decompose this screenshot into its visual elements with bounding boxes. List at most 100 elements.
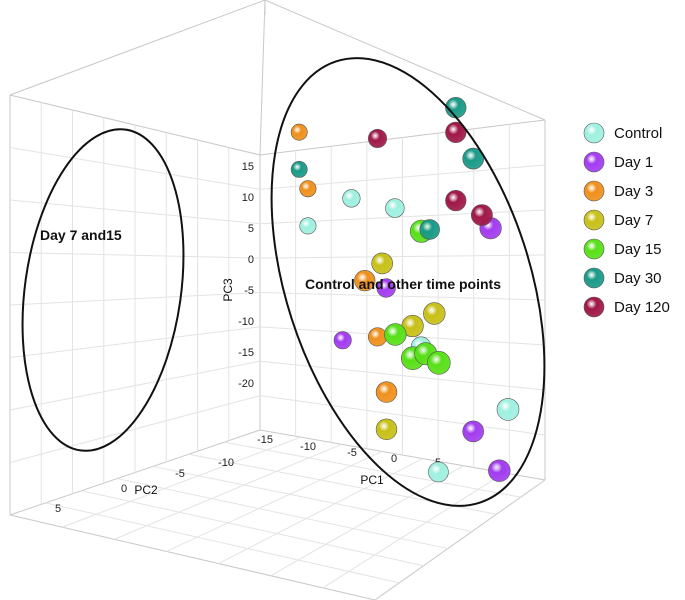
pc2-tick-label: 0: [121, 483, 127, 495]
gridline: [114, 443, 342, 540]
pc1-axis-label: PC1: [360, 473, 384, 487]
legend-item-day-30: Day 30: [583, 267, 662, 289]
data-points: [290, 96, 520, 483]
box-edge: [9, 0, 266, 96]
point-control: [342, 189, 361, 208]
point-day-30: [462, 147, 485, 170]
legend-marker: [583, 151, 605, 173]
annotation-control-other: Control and other time points: [305, 276, 501, 292]
point-day-15: [384, 323, 407, 346]
pc1-tick-label: -5: [347, 447, 357, 459]
pc3-tick-label: 0: [248, 254, 254, 266]
legend-label: Day 3: [614, 183, 653, 200]
point-day-120: [367, 129, 387, 149]
point-day-120: [445, 190, 467, 212]
gridline: [166, 450, 383, 552]
point-day-3: [354, 270, 376, 292]
point-day-120: [445, 121, 467, 143]
gridline: [45, 502, 400, 584]
pc2-tick-label: -5: [175, 468, 185, 480]
gridline: [322, 472, 505, 589]
pc2-tick-label: 5: [55, 503, 61, 515]
point-day-7: [375, 418, 398, 440]
legend-label: Day 120: [614, 299, 670, 316]
point-control: [496, 398, 520, 421]
gridline: [152, 465, 473, 532]
gridline: [9, 395, 261, 463]
gridline: [81, 490, 424, 567]
plot-box: [9, 0, 546, 600]
point-day-7: [371, 252, 394, 275]
point-day-3: [367, 327, 387, 347]
point-day-15: [426, 350, 451, 375]
point-day-120: [470, 204, 493, 227]
box-edge: [264, 0, 546, 121]
legend-item-day-120: Day 120: [583, 296, 670, 318]
pc3-tick-label: -5: [244, 285, 254, 297]
point-day-30: [419, 219, 440, 240]
pc2-axis-label: PC2: [134, 483, 158, 497]
legend-marker: [583, 180, 605, 202]
gridline: [259, 395, 546, 436]
pc2-tick-label: -10: [218, 457, 234, 469]
point-day-3: [375, 381, 398, 403]
legend-marker: [583, 296, 605, 318]
legend-marker: [583, 209, 605, 231]
gridlines: [9, 102, 546, 589]
ellipse-day7-15: [21, 128, 185, 452]
point-day-7: [423, 302, 446, 325]
legend-item-day-7: Day 7: [583, 209, 653, 231]
box-edge: [374, 479, 546, 600]
box-edge: [9, 514, 376, 600]
legend-label: Day 15: [614, 241, 662, 258]
point-day-3: [290, 123, 308, 141]
legend-label: Control: [614, 125, 662, 142]
point-day-30: [290, 160, 308, 178]
box-edge: [259, 0, 266, 156]
pc3-tick-label: -20: [238, 378, 254, 390]
gridline: [9, 326, 261, 358]
legend-item-day-3: Day 3: [583, 180, 653, 202]
gridline: [218, 458, 424, 565]
point-day-1: [376, 278, 396, 298]
pc3-tick-label: -15: [238, 347, 254, 359]
pc1-tick-label: -10: [300, 441, 316, 453]
gridline: [61, 436, 301, 528]
axis-labels: PC1 PC2 PC3: [134, 278, 384, 497]
legend-marker: [583, 267, 605, 289]
point-control: [299, 217, 317, 235]
legend-item-control: Control: [583, 122, 662, 144]
pc3-tick-label: 15: [242, 161, 254, 173]
ellipse-control-other: [270, 57, 546, 507]
legend-label: Day 7: [614, 212, 653, 229]
pc3-tick-label: -10: [238, 316, 254, 328]
gridline: [270, 465, 464, 577]
legend: Control Day 1 Day 3 Day 7 Day 15 Day 30 Day 12…: [583, 122, 670, 318]
point-day-3: [299, 180, 317, 198]
pc1-tick-label: -15: [257, 434, 273, 446]
annotations: Day 7 and15 Control and other time points: [40, 227, 501, 292]
legend-marker: [583, 238, 605, 260]
pc3-axis-label: PC3: [221, 278, 235, 302]
point-control: [385, 198, 405, 218]
annotation-day7-15: Day 7 and15: [40, 227, 122, 243]
point-control: [428, 461, 449, 483]
gridline: [259, 360, 546, 391]
gridline: [9, 292, 261, 306]
legend-item-day-1: Day 1: [583, 151, 653, 173]
legend-label: Day 30: [614, 270, 662, 287]
point-day-1: [333, 331, 352, 350]
group-ellipses: [21, 57, 546, 507]
legend-label: Day 1: [614, 154, 653, 171]
legend-item-day-15: Day 15: [583, 238, 662, 260]
point-day-1: [488, 459, 511, 482]
gridline: [117, 478, 448, 550]
pc1-tick-label: 0: [391, 453, 397, 465]
gridline: [224, 441, 521, 498]
point-day-1: [462, 420, 485, 443]
gridline: [9, 360, 261, 411]
legend-marker: [583, 122, 605, 144]
pc3-tick-label: 5: [248, 223, 254, 235]
pc3-tick-label: 10: [242, 192, 254, 204]
